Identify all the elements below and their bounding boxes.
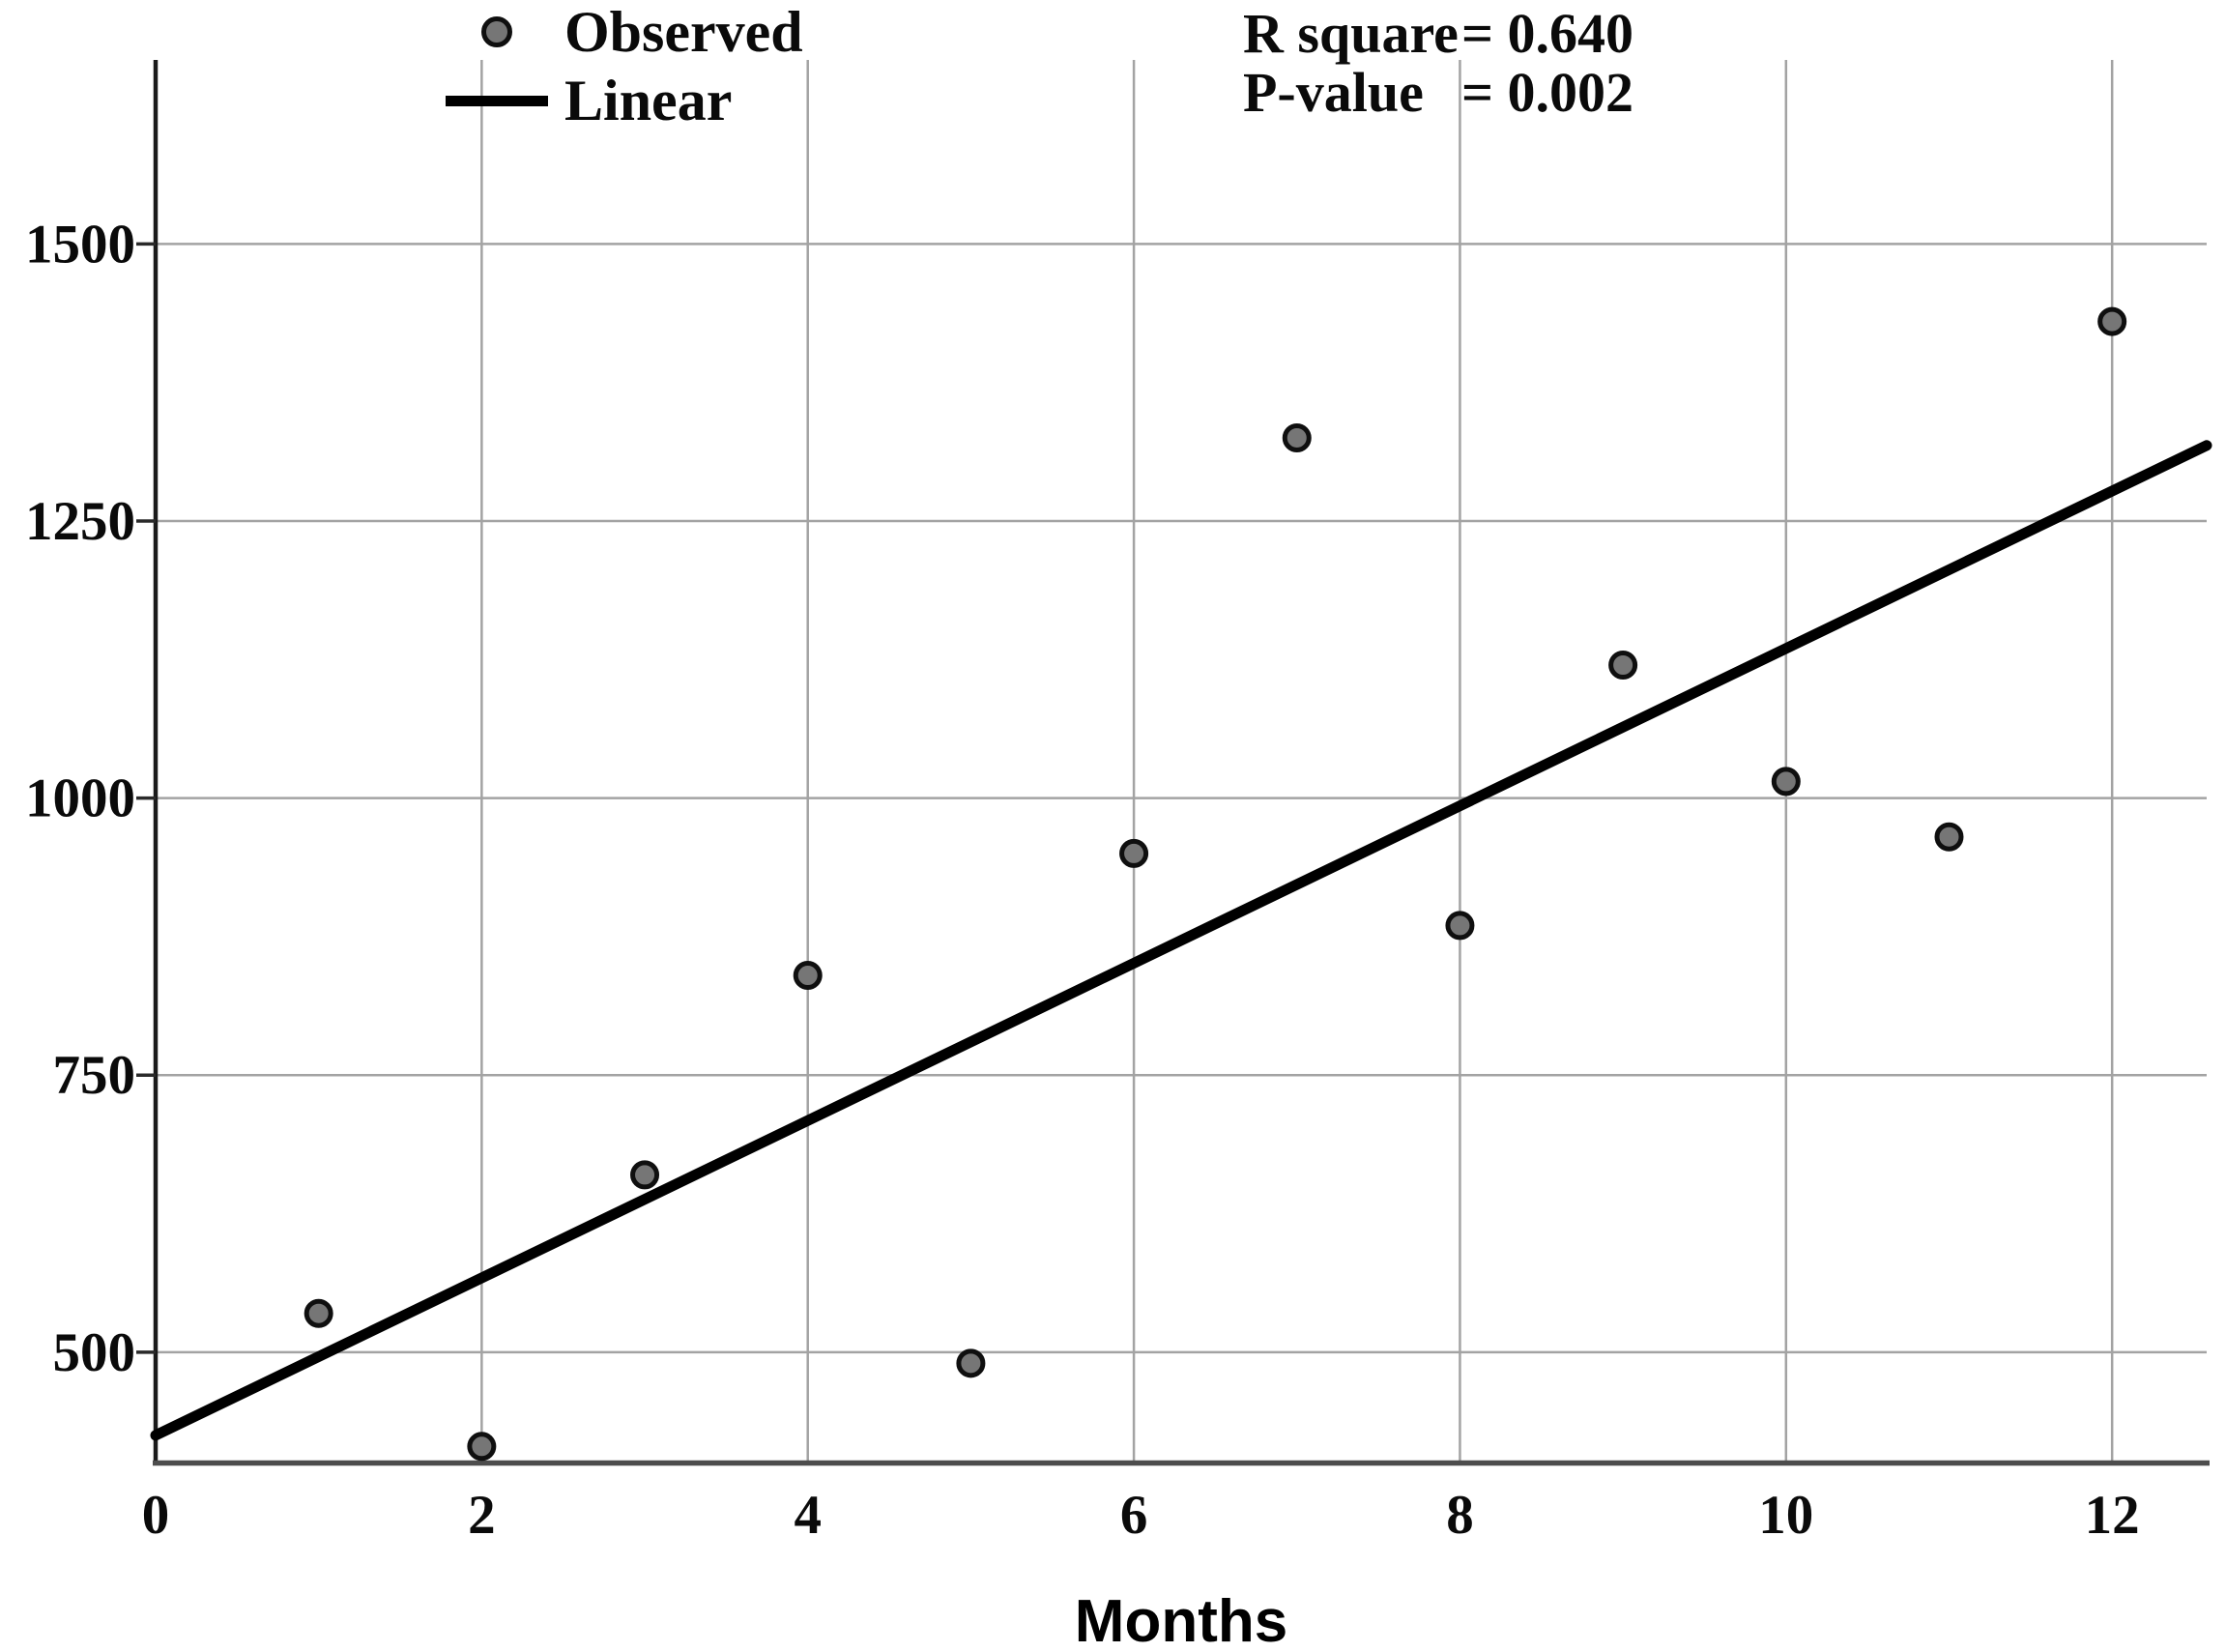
data-point-month-2 — [467, 1432, 497, 1462]
x-tick-label-6: 6 — [1120, 1485, 1148, 1546]
data-point-month-4 — [793, 961, 823, 991]
legend-label-linear: Linear — [564, 68, 733, 132]
y-tick-label-1500: 1500 — [25, 214, 135, 275]
legend: Observed Linear — [443, 0, 803, 132]
r-square-value: = 0.640 — [1461, 2, 1634, 65]
y-tick-label-1250: 1250 — [25, 491, 135, 552]
x-tick-label-0: 0 — [142, 1485, 170, 1546]
legend-swatch-box — [443, 95, 551, 106]
y-tick-label-750: 750 — [53, 1045, 136, 1106]
linear-line-icon — [446, 95, 548, 106]
data-point-month-1 — [304, 1298, 333, 1328]
legend-label-observed: Observed — [564, 0, 803, 64]
data-point-month-12 — [2097, 306, 2127, 336]
data-point-month-10 — [1771, 767, 1801, 797]
data-point-month-11 — [1934, 822, 1964, 852]
stats-annotation: R square = 0.640 P-value = 0.002 — [1243, 2, 1634, 124]
legend-swatch-box — [443, 16, 551, 47]
r-square-row: R square = 0.640 — [1243, 2, 1634, 65]
data-point-month-8 — [1445, 911, 1475, 941]
data-point-month-3 — [630, 1160, 660, 1190]
x-axis-title: Months — [1074, 1588, 1288, 1652]
y-tick-label-1000: 1000 — [25, 768, 135, 829]
legend-item-linear: Linear — [443, 69, 803, 132]
x-tick-label-2: 2 — [468, 1485, 496, 1546]
data-point-month-6 — [1119, 838, 1149, 868]
x-tick-label-12: 12 — [2085, 1485, 2140, 1546]
data-point-month-7 — [1282, 422, 1312, 452]
p-value-row: P-value = 0.002 — [1243, 61, 1634, 124]
y-tick-label-500: 500 — [53, 1322, 136, 1383]
r-square-label: R square — [1243, 2, 1459, 65]
x-tick-label-4: 4 — [794, 1485, 822, 1546]
p-value-value: = 0.002 — [1461, 61, 1634, 124]
linear-fit-line — [150, 440, 2212, 1441]
x-tick-label-8: 8 — [1446, 1485, 1474, 1546]
data-point-month-9 — [1608, 651, 1638, 681]
data-point-month-5 — [956, 1348, 986, 1378]
p-value-label: P-value — [1243, 61, 1424, 124]
observed-marker-icon — [481, 16, 512, 47]
legend-item-observed: Observed — [443, 0, 803, 64]
x-tick-label-10: 10 — [1758, 1485, 1813, 1546]
